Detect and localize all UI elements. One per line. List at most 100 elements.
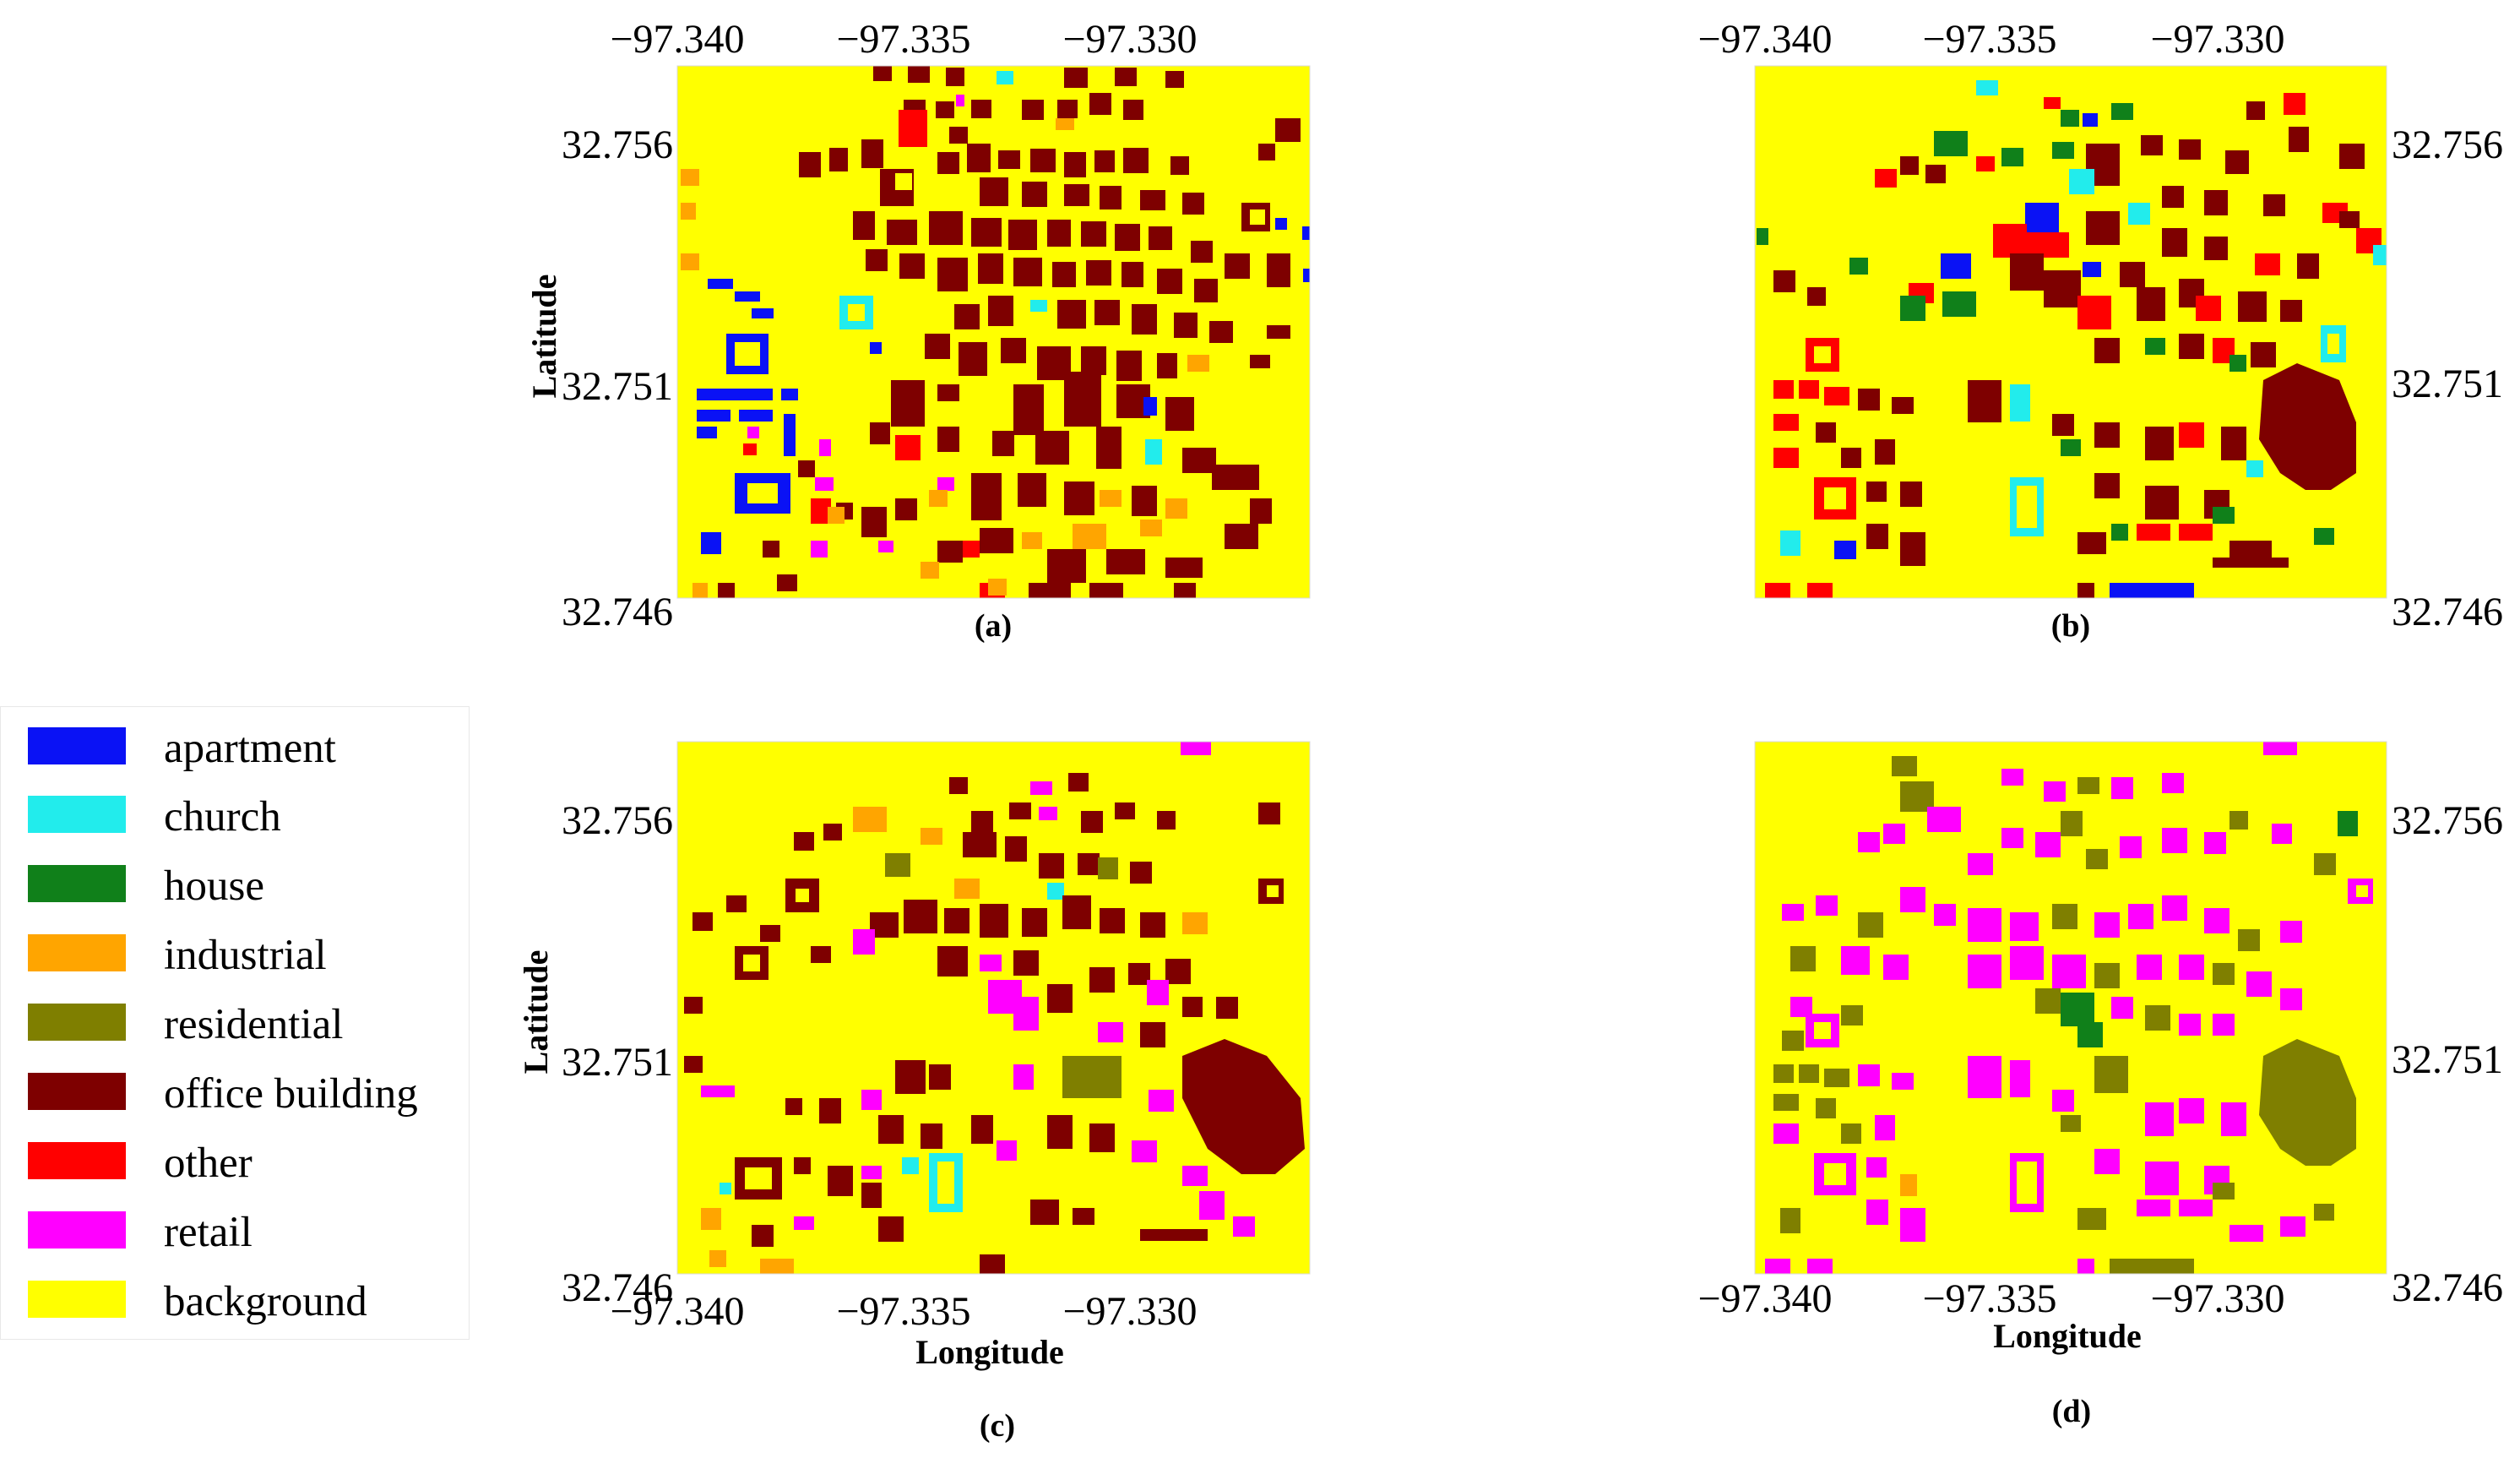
building-office <box>963 832 997 857</box>
building-retail <box>2229 1225 2263 1242</box>
building-other <box>743 443 757 455</box>
building-apartment <box>1303 269 1310 282</box>
building-office <box>1035 431 1069 465</box>
panel-a-frame <box>676 65 1311 599</box>
building-office <box>2259 363 2356 490</box>
building-other <box>2196 296 2221 321</box>
building-office <box>1165 71 1184 88</box>
building-office <box>866 249 888 271</box>
building-residential <box>1098 857 1118 879</box>
building-office <box>978 253 1003 284</box>
building-retail <box>2272 824 2292 844</box>
building-house <box>2314 528 2334 545</box>
building-retail <box>1968 1056 2001 1098</box>
building-other <box>1824 387 1849 405</box>
building-office <box>1900 156 1919 175</box>
legend-swatch <box>28 1142 126 1179</box>
building-industrial <box>929 490 948 507</box>
building-industrial <box>1165 498 1187 519</box>
building-office <box>1081 811 1103 833</box>
building-retail <box>1816 895 1838 916</box>
building-office <box>1047 984 1073 1013</box>
building-office <box>743 955 760 971</box>
building-retail <box>2010 912 2039 941</box>
building-office <box>937 152 959 174</box>
building-office <box>980 1254 1005 1274</box>
panel-d-caption: (d) <box>2052 1394 2091 1429</box>
building-office <box>1030 1200 1059 1225</box>
legend-swatch <box>28 1281 126 1318</box>
building-house <box>2145 338 2165 355</box>
legend-item-house: house <box>24 857 464 916</box>
panel-a-lon-tick: −97.340 <box>610 17 744 62</box>
building-office <box>2086 211 2120 245</box>
building-office <box>954 304 980 329</box>
building-office <box>1064 68 1088 88</box>
building-office <box>1194 279 1218 302</box>
building-retail <box>815 477 834 491</box>
building-church <box>2010 384 2030 422</box>
building-house <box>2001 148 2023 166</box>
building-office <box>1182 1039 1305 1174</box>
building-industrial <box>921 562 939 579</box>
building-retail <box>2052 1090 2074 1112</box>
building-retail <box>1181 742 1211 755</box>
building-church <box>1047 883 1064 900</box>
panel-d-frame <box>1754 741 2387 1275</box>
panel-b-lat-tick: 32.756 <box>2392 122 2503 167</box>
panel-d-xlabel: Longitude <box>1993 1317 2142 1355</box>
building-office <box>1968 380 2001 422</box>
building-retail <box>1098 1022 1123 1042</box>
building-residential <box>2086 849 2108 869</box>
building-retail <box>1900 887 1925 912</box>
building-office <box>1089 967 1115 993</box>
building-retail <box>1182 1166 1208 1186</box>
building-apartment <box>701 532 721 554</box>
panel-d: 32.756 32.751 32.746 −97.340 −97.335 −97… <box>1697 741 2503 1429</box>
building-office <box>980 177 1008 206</box>
building-retail <box>2120 836 2142 858</box>
building-other <box>1773 414 1799 431</box>
building-office <box>828 1166 853 1196</box>
building-office <box>937 384 959 401</box>
legend-label: house <box>164 862 264 910</box>
building-residential <box>1858 912 1883 938</box>
legend-item-residential: residential <box>24 995 464 1054</box>
legend-swatch <box>28 1073 126 1110</box>
building-house <box>1934 131 1968 156</box>
building-office <box>1115 224 1140 251</box>
building-office <box>796 889 809 902</box>
building-office <box>777 574 797 591</box>
building-other <box>2284 93 2305 115</box>
building-industrial <box>709 1250 726 1267</box>
building-office <box>1140 1229 1208 1241</box>
building-house <box>2338 811 2358 836</box>
building-house <box>1849 258 1868 275</box>
building-retail <box>861 1166 882 1179</box>
building-office <box>1157 811 1176 830</box>
building-office <box>2094 422 2120 448</box>
building-office <box>752 1225 774 1247</box>
building-retail <box>2077 1259 2094 1274</box>
panel-d-lon-tick: −97.335 <box>1922 1276 2056 1321</box>
building-office <box>726 895 747 912</box>
legend-item-background: background <box>24 1272 464 1331</box>
building-office <box>937 946 968 977</box>
building-retail <box>2162 828 2187 853</box>
building-retail <box>1875 1115 1895 1140</box>
panel-a-lat-tick: 32.746 <box>562 590 673 634</box>
building-office <box>1022 182 1047 207</box>
building-office <box>799 152 821 177</box>
panel-c-lat-tick: 32.746 <box>562 1265 673 1310</box>
building-office <box>1157 353 1177 378</box>
legend-label: industrial <box>164 932 327 979</box>
building-retail <box>1147 980 1169 1005</box>
building-apartment <box>870 342 882 354</box>
building-office <box>1022 100 1044 120</box>
building-apartment <box>2110 583 2194 598</box>
building-apartment <box>1302 226 1310 240</box>
building-other <box>1773 380 1794 399</box>
building-residential <box>2110 1259 2194 1274</box>
building-retail <box>980 955 1002 971</box>
building-church <box>2069 169 2094 194</box>
